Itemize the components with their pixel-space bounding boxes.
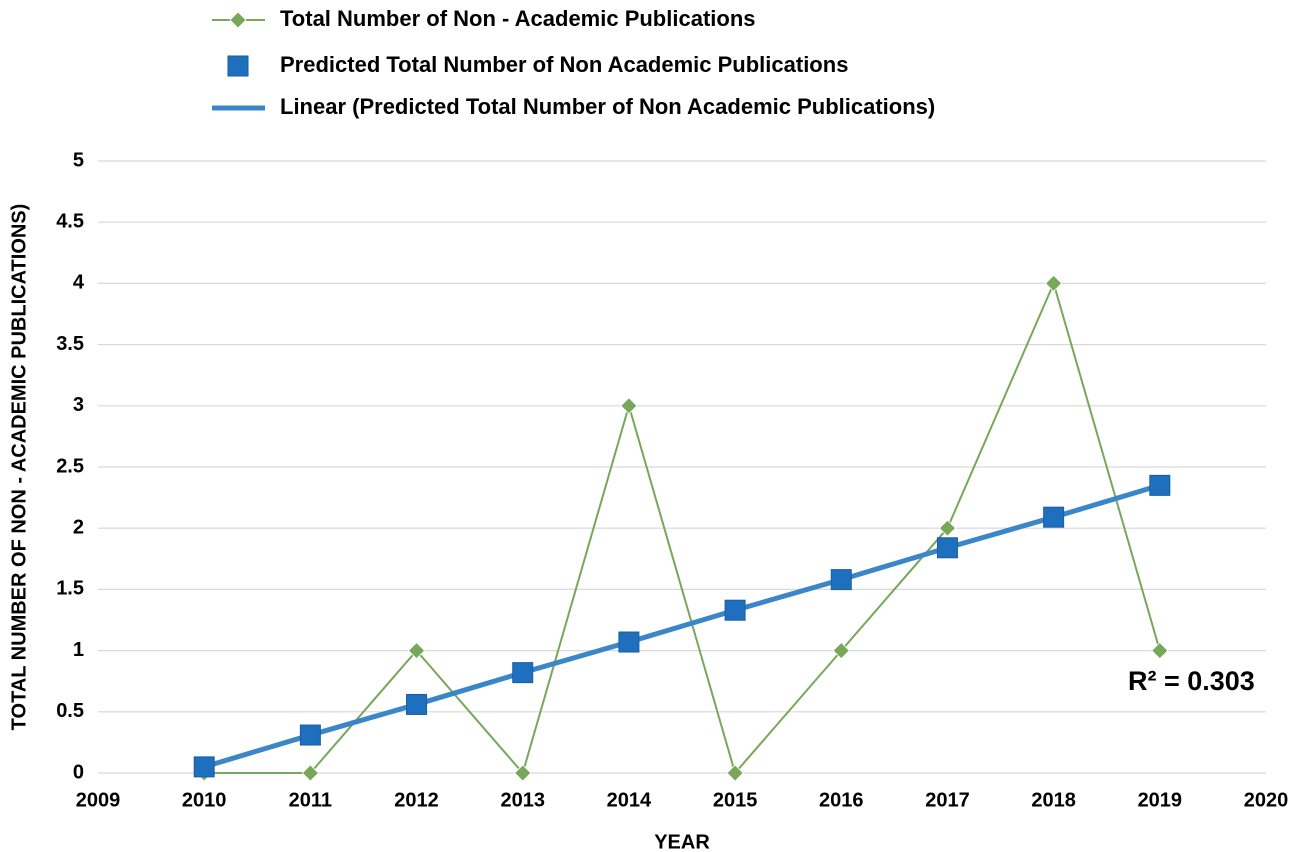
y-axis-title: TOTAL NUMBER OF NON - ACADEMIC PUBLICATI… xyxy=(8,204,30,731)
legend-marker xyxy=(229,11,247,29)
y-tick-label: 0 xyxy=(73,761,84,783)
r-squared-annotation: R² = 0.303 xyxy=(1128,666,1255,696)
x-tick-label: 2009 xyxy=(76,789,121,811)
data-point xyxy=(193,756,215,778)
y-tick-label: 2.5 xyxy=(56,455,84,477)
x-tick-label: 2015 xyxy=(713,789,758,811)
data-point xyxy=(299,724,321,746)
data-point xyxy=(620,397,638,415)
data-point xyxy=(938,519,957,537)
data-point xyxy=(512,662,534,684)
data-point xyxy=(301,764,319,782)
y-tick-label: 3 xyxy=(73,394,84,416)
data-point xyxy=(406,693,428,715)
x-tick-label: 2018 xyxy=(1031,789,1076,811)
x-tick-label: 2011 xyxy=(289,789,332,811)
y-tick-label: 1 xyxy=(73,639,84,661)
x-tick-label: 2017 xyxy=(925,789,970,811)
x-tick-label: 2019 xyxy=(1138,789,1183,811)
x-tick-label: 2010 xyxy=(182,789,227,811)
data-point xyxy=(1149,474,1171,496)
legend-marker xyxy=(227,55,249,77)
y-tick-label: 0.5 xyxy=(56,700,84,722)
legend-label: Total Number of Non - Academic Publicati… xyxy=(280,6,756,31)
legend-label: Predicted Total Number of Non Academic P… xyxy=(280,52,848,77)
y-tick-label: 2 xyxy=(73,516,84,538)
x-tick-label: 2013 xyxy=(500,789,545,811)
y-tick-label: 5 xyxy=(73,149,84,171)
series-line xyxy=(204,280,1161,776)
x-tick-label: 2014 xyxy=(607,789,652,811)
y-tick-label: 4.5 xyxy=(56,210,84,232)
legend-label: Linear (Predicted Total Number of Non Ac… xyxy=(280,94,935,119)
y-tick-label: 1.5 xyxy=(56,578,84,600)
x-tick-label: 2016 xyxy=(819,789,864,811)
data-point xyxy=(407,642,426,660)
x-tick-label: 2012 xyxy=(394,789,439,811)
x-tick-label: 2020 xyxy=(1244,789,1289,811)
data-point xyxy=(936,537,958,559)
data-point xyxy=(1043,506,1065,528)
data-point xyxy=(1151,642,1169,660)
data-point xyxy=(618,631,640,653)
data-point xyxy=(830,569,852,591)
data-point xyxy=(726,764,744,782)
data-point xyxy=(514,764,532,782)
y-tick-label: 3.5 xyxy=(56,333,84,355)
data-point xyxy=(832,642,850,660)
data-point xyxy=(1045,274,1063,292)
y-tick-label: 4 xyxy=(73,272,85,294)
data-point xyxy=(724,599,746,621)
trend-line xyxy=(203,482,1161,770)
x-axis-title: YEAR xyxy=(654,831,710,852)
